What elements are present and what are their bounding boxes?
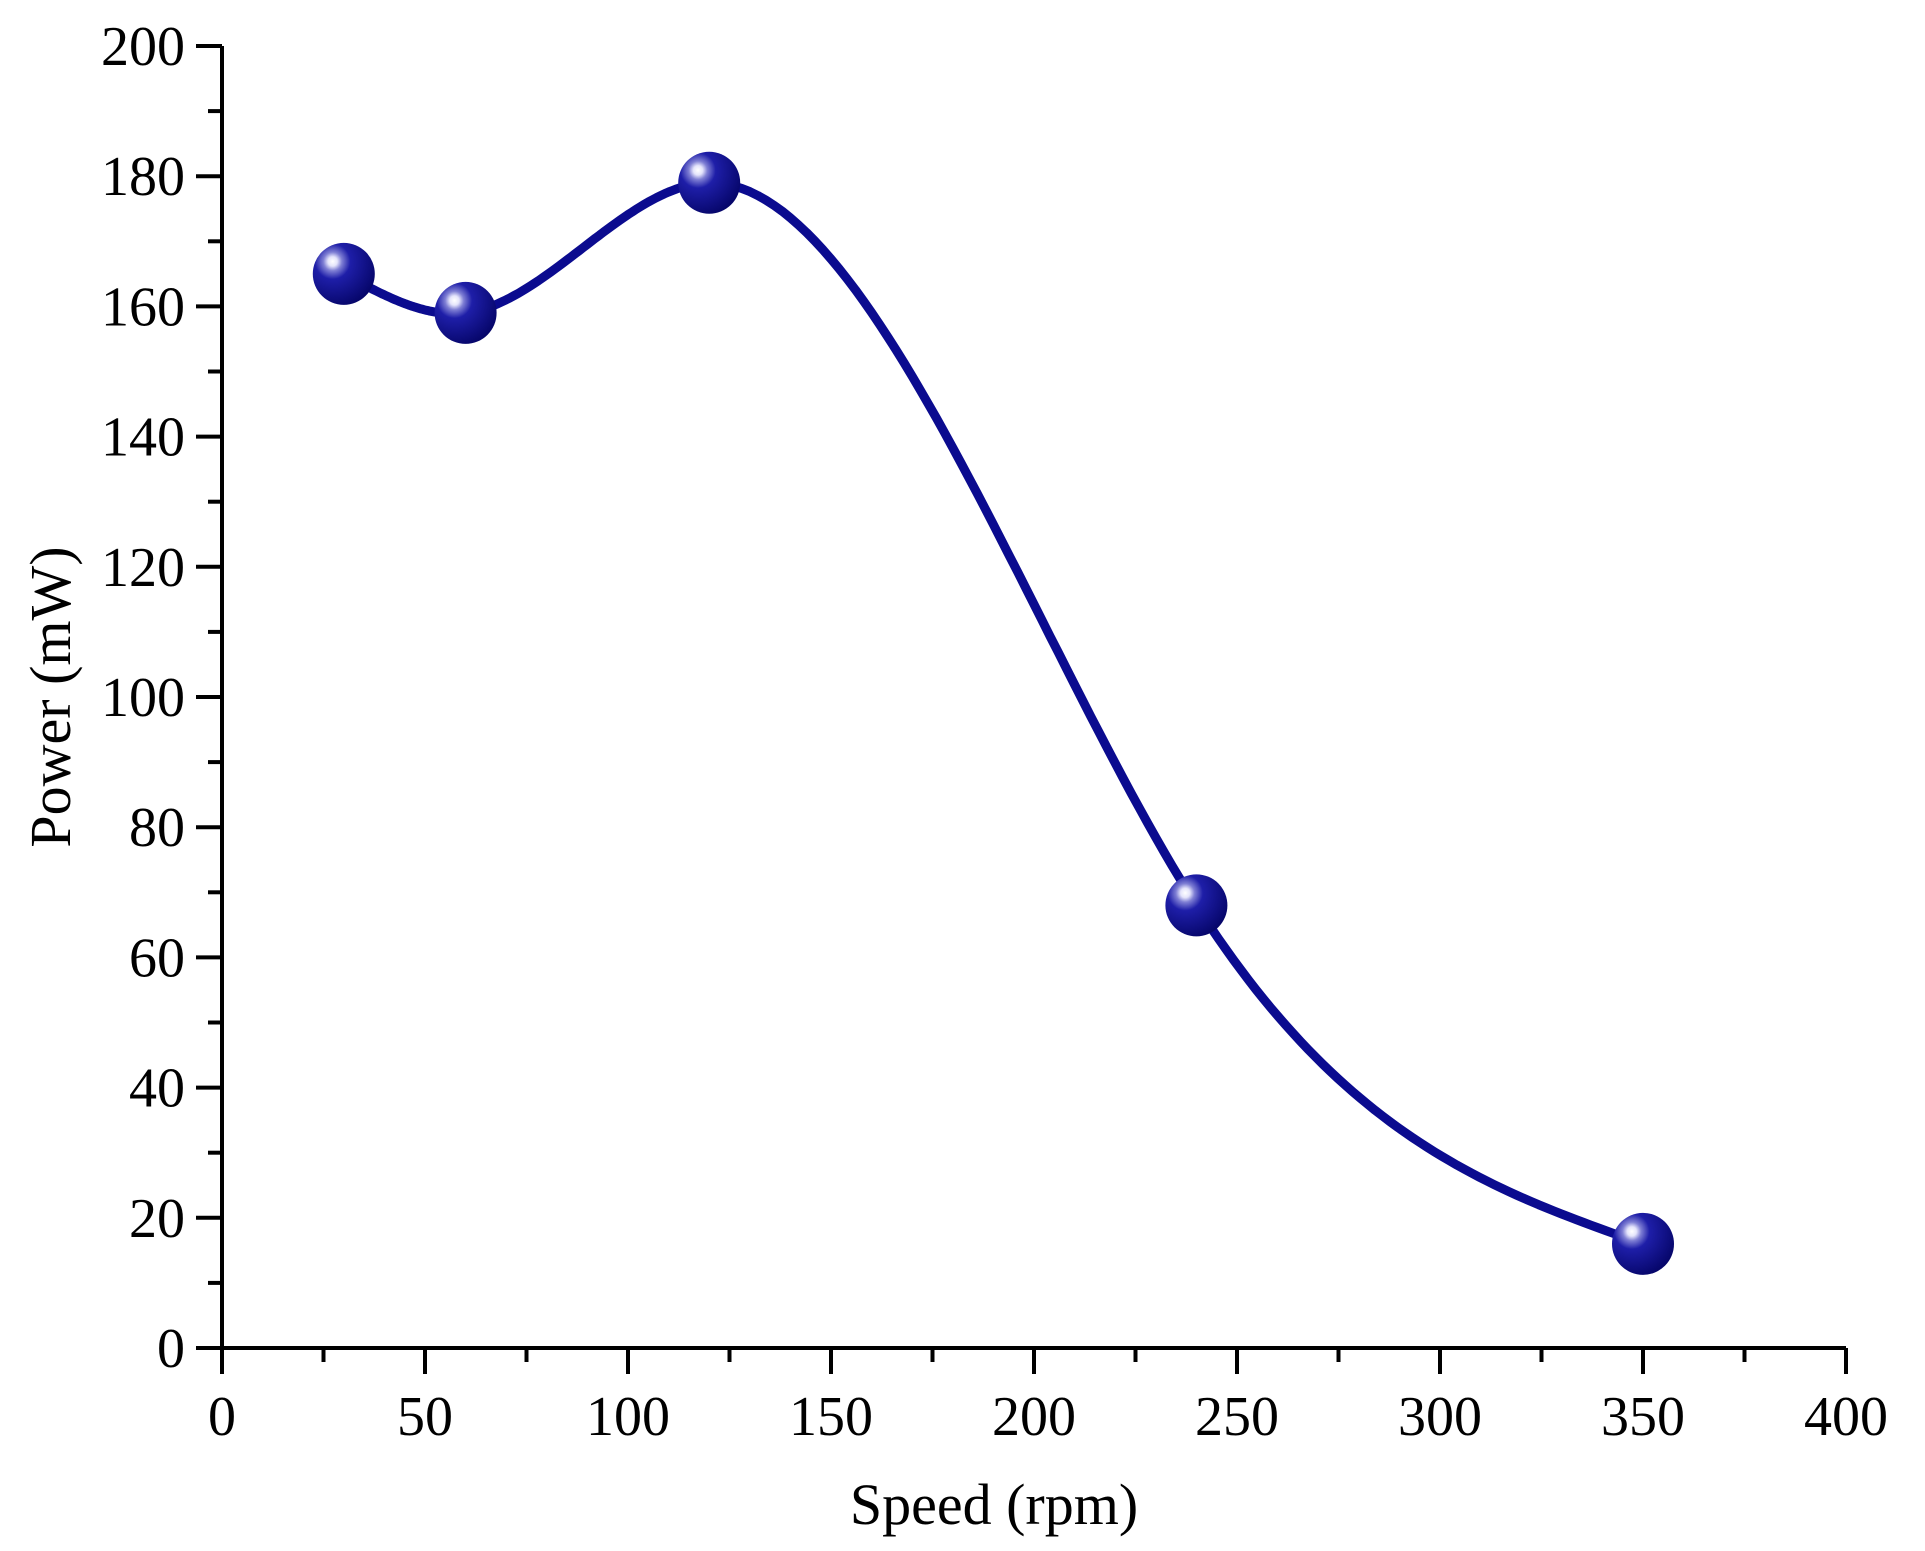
- y-tick-label: 120: [101, 537, 185, 599]
- x-tick-label: 0: [208, 1386, 236, 1448]
- y-axis-title: Power (mW): [18, 546, 83, 847]
- x-tick-label: 200: [992, 1386, 1076, 1448]
- data-point: [1612, 1212, 1674, 1275]
- x-axis-ticks: 0 50 100 150 200 250 300 350 400: [208, 1348, 1888, 1448]
- y-tick-label: 200: [101, 16, 185, 78]
- plot-frame: [220, 46, 1846, 1350]
- data-point: [312, 242, 375, 305]
- x-tick-label: 100: [586, 1386, 670, 1448]
- x-tick-label: 50: [397, 1386, 453, 1448]
- y-tick-label: 60: [129, 927, 185, 989]
- y-tick-label: 180: [101, 146, 185, 208]
- y-tick-label: 0: [157, 1318, 185, 1380]
- y-tick-label: 40: [129, 1058, 185, 1120]
- y-axis-ticks: 0 20 40 60 80 100 120 140 160 180 200: [101, 16, 222, 1380]
- y-tick-label: 140: [101, 407, 185, 469]
- x-tick-label: 350: [1601, 1386, 1685, 1448]
- data-point: [434, 281, 497, 344]
- x-tick-label: 250: [1195, 1386, 1279, 1448]
- y-tick-label: 80: [129, 797, 185, 859]
- x-tick-label: 150: [789, 1386, 873, 1448]
- x-tick-label: 300: [1398, 1386, 1482, 1448]
- data-point-markers: [312, 151, 1674, 1275]
- series-line-power: [339, 178, 1648, 1249]
- y-tick-label: 20: [129, 1188, 185, 1250]
- x-axis-title: Speed (rpm): [850, 1472, 1138, 1537]
- data-point: [1165, 874, 1228, 937]
- y-tick-label: 100: [101, 667, 185, 729]
- y-tick-label: 160: [101, 276, 185, 338]
- x-tick-label: 400: [1804, 1386, 1888, 1448]
- data-point: [678, 151, 741, 214]
